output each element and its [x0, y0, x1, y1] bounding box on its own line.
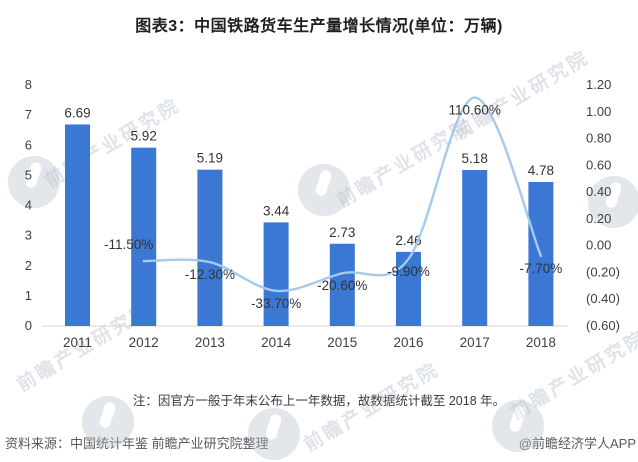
x-axis-label: 2018: [526, 335, 556, 350]
right-axis-tick: 1.00: [586, 104, 611, 119]
right-axis-tick: 0.20: [586, 211, 611, 226]
bar-value-label: 5.19: [197, 151, 223, 166]
x-axis-label: 2011: [63, 335, 92, 350]
bar-2014: [263, 222, 289, 326]
bar-value-label: 5.92: [131, 129, 157, 144]
watermark-logo: [248, 408, 300, 460]
growth-label: -20.60%: [317, 278, 367, 293]
left-axis-tick: 5: [25, 167, 32, 182]
growth-label: -33.70%: [251, 296, 301, 311]
bar-2016: [396, 251, 421, 326]
bar-2013: [197, 169, 223, 326]
x-axis-label: 2012: [129, 335, 159, 350]
left-axis-tick: 2: [25, 258, 32, 273]
growth-label: -9.90%: [387, 264, 430, 279]
left-axis-tick: 3: [25, 228, 32, 243]
bar-value-label: 3.44: [263, 203, 290, 218]
left-axis-tick: 7: [25, 107, 32, 122]
bar-value-label: 5.18: [462, 151, 488, 166]
x-axis-label: 2016: [393, 335, 423, 350]
right-axis-tick: (0.60): [586, 318, 620, 333]
bar-2015: [329, 243, 355, 326]
data-source: 资料来源：中国统计年鉴 前瞻产业研究院整理: [5, 436, 269, 451]
right-axis-tick: 0.00: [586, 238, 611, 253]
growth-line: [142, 96, 543, 293]
bar-2012: [131, 147, 157, 326]
right-axis-tick: 0.80: [586, 131, 611, 146]
x-axis-label: 2017: [460, 335, 490, 350]
bar-2011: [65, 124, 90, 327]
watermark-logo: [492, 400, 544, 452]
left-axis-tick: 0: [25, 318, 32, 333]
left-axis-tick: 4: [25, 198, 32, 213]
x-axis-label: 2014: [261, 335, 292, 350]
right-axis-tick: (0.20): [586, 264, 620, 279]
footer: 资料来源：中国统计年鉴 前瞻产业研究院整理 @前瞻经济学人APP: [0, 433, 638, 453]
chart-note: 注：因官方一般于年末公布上一年数据，故数据统计截至 2018 年。: [132, 394, 506, 408]
watermark-logo: [8, 156, 60, 208]
watermark-logo: [298, 164, 350, 216]
credit-badge: @前瞻经济学人APP: [518, 436, 636, 451]
bar-value-label: 6.69: [64, 105, 90, 120]
left-axis-tick: 1: [25, 288, 32, 303]
watermark-logo: [588, 176, 638, 228]
watermark-logo: [82, 396, 134, 448]
bar-value-label: 4.78: [528, 163, 554, 178]
right-axis-tick: (0.40): [586, 291, 620, 306]
bar-value-label: 2.73: [329, 225, 355, 240]
x-axis-label: 2013: [195, 335, 225, 350]
right-axis-tick: 0.40: [586, 184, 611, 199]
growth-label: -11.50%: [104, 237, 153, 252]
left-axis-tick: 6: [25, 137, 32, 152]
bar-2017: [462, 169, 488, 326]
x-axis-label: 2015: [327, 335, 357, 350]
right-axis-tick: 0.60: [586, 157, 611, 172]
left-axis-tick: 8: [25, 77, 32, 92]
chart-title: 图表3：中国铁路货车生产量增长情况(单位：万辆): [135, 18, 503, 35]
growth-label: -7.70%: [520, 261, 563, 276]
bar-value-label: 2.46: [395, 233, 421, 248]
right-axis-tick: 1.20: [586, 77, 611, 92]
growth-label: 110.60%: [449, 103, 501, 118]
growth-label: -12.30%: [185, 267, 235, 282]
